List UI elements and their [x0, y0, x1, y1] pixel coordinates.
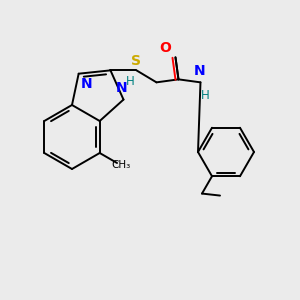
Text: O: O: [160, 41, 172, 56]
Text: H: H: [126, 75, 135, 88]
Text: N: N: [81, 77, 92, 91]
Text: N: N: [116, 81, 127, 94]
Text: S: S: [131, 54, 142, 68]
Text: N: N: [194, 64, 205, 78]
Text: CH₃: CH₃: [112, 160, 131, 170]
Text: H: H: [201, 89, 210, 102]
